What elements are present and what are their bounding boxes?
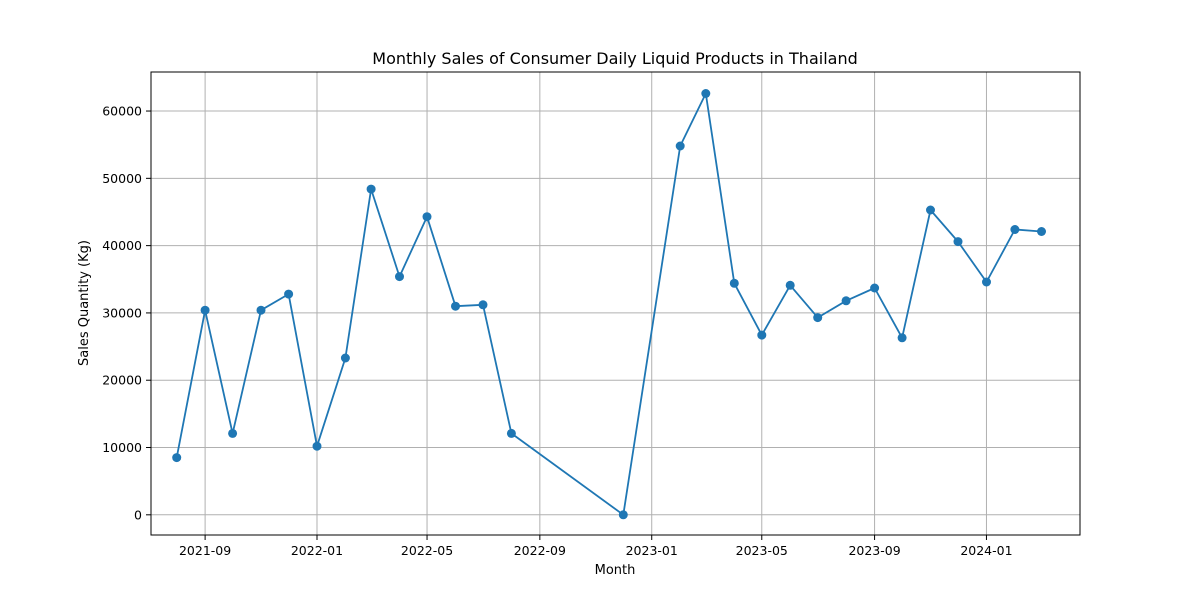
x-tick-label: 2022-01 — [291, 543, 343, 558]
x-axis-ticks: 2021-09 2022-01 2022-05 2022-09 2023-01 2023-… — [179, 535, 1013, 558]
y-tick-label: 50000 — [102, 171, 142, 186]
y-axis-ticks: 0 10000 20000 30000 40000 50000 60000 — [102, 104, 151, 522]
data-point — [451, 301, 460, 311]
data-point — [340, 353, 350, 363]
x-tick-label: 2023-09 — [848, 543, 900, 558]
data-point — [366, 184, 376, 194]
chart-title: Monthly Sales of Consumer Daily Liquid P… — [372, 49, 857, 68]
data-point — [172, 453, 182, 463]
data-point — [982, 277, 991, 287]
data-point — [200, 305, 210, 315]
data-point — [841, 296, 851, 306]
data-point — [757, 330, 767, 340]
data-point — [1037, 227, 1046, 236]
data-point — [506, 428, 516, 438]
data-point — [284, 289, 294, 299]
y-axis-label: Sales Quantity (Kg) — [77, 240, 92, 366]
data-point — [228, 428, 238, 438]
data-point — [870, 283, 880, 293]
x-tick-label: 2023-05 — [736, 543, 788, 558]
data-point — [953, 237, 963, 247]
y-tick-label: 20000 — [102, 373, 142, 388]
data-point — [312, 441, 322, 451]
x-tick-label: 2023-01 — [626, 543, 678, 558]
data-point — [422, 212, 432, 222]
grid — [151, 72, 1080, 535]
data-point — [785, 280, 795, 290]
x-tick-label: 2021-09 — [179, 543, 231, 558]
data-point — [926, 205, 935, 215]
x-tick-label: 2022-05 — [401, 543, 453, 558]
data-point — [897, 333, 907, 343]
data-point — [701, 89, 711, 98]
data-point — [618, 510, 628, 520]
data-point — [675, 141, 685, 151]
y-tick-label: 0 — [134, 507, 142, 522]
data-point — [395, 272, 404, 282]
data-point — [813, 313, 823, 323]
y-tick-label: 60000 — [102, 104, 142, 119]
plot-area-frame — [150, 71, 1081, 536]
x-tick-label: 2024-01 — [960, 543, 1012, 558]
y-tick-label: 40000 — [102, 238, 142, 253]
data-point — [729, 278, 739, 288]
x-axis-label: Month — [595, 563, 636, 578]
series-layer — [172, 89, 1046, 520]
data-point — [256, 305, 266, 315]
series-line — [175, 92, 1043, 516]
y-tick-label: 30000 — [102, 305, 142, 320]
data-point — [478, 300, 488, 310]
data-point — [1010, 225, 1020, 234]
x-tick-label: 2022-09 — [514, 543, 566, 558]
y-tick-label: 10000 — [102, 440, 142, 455]
